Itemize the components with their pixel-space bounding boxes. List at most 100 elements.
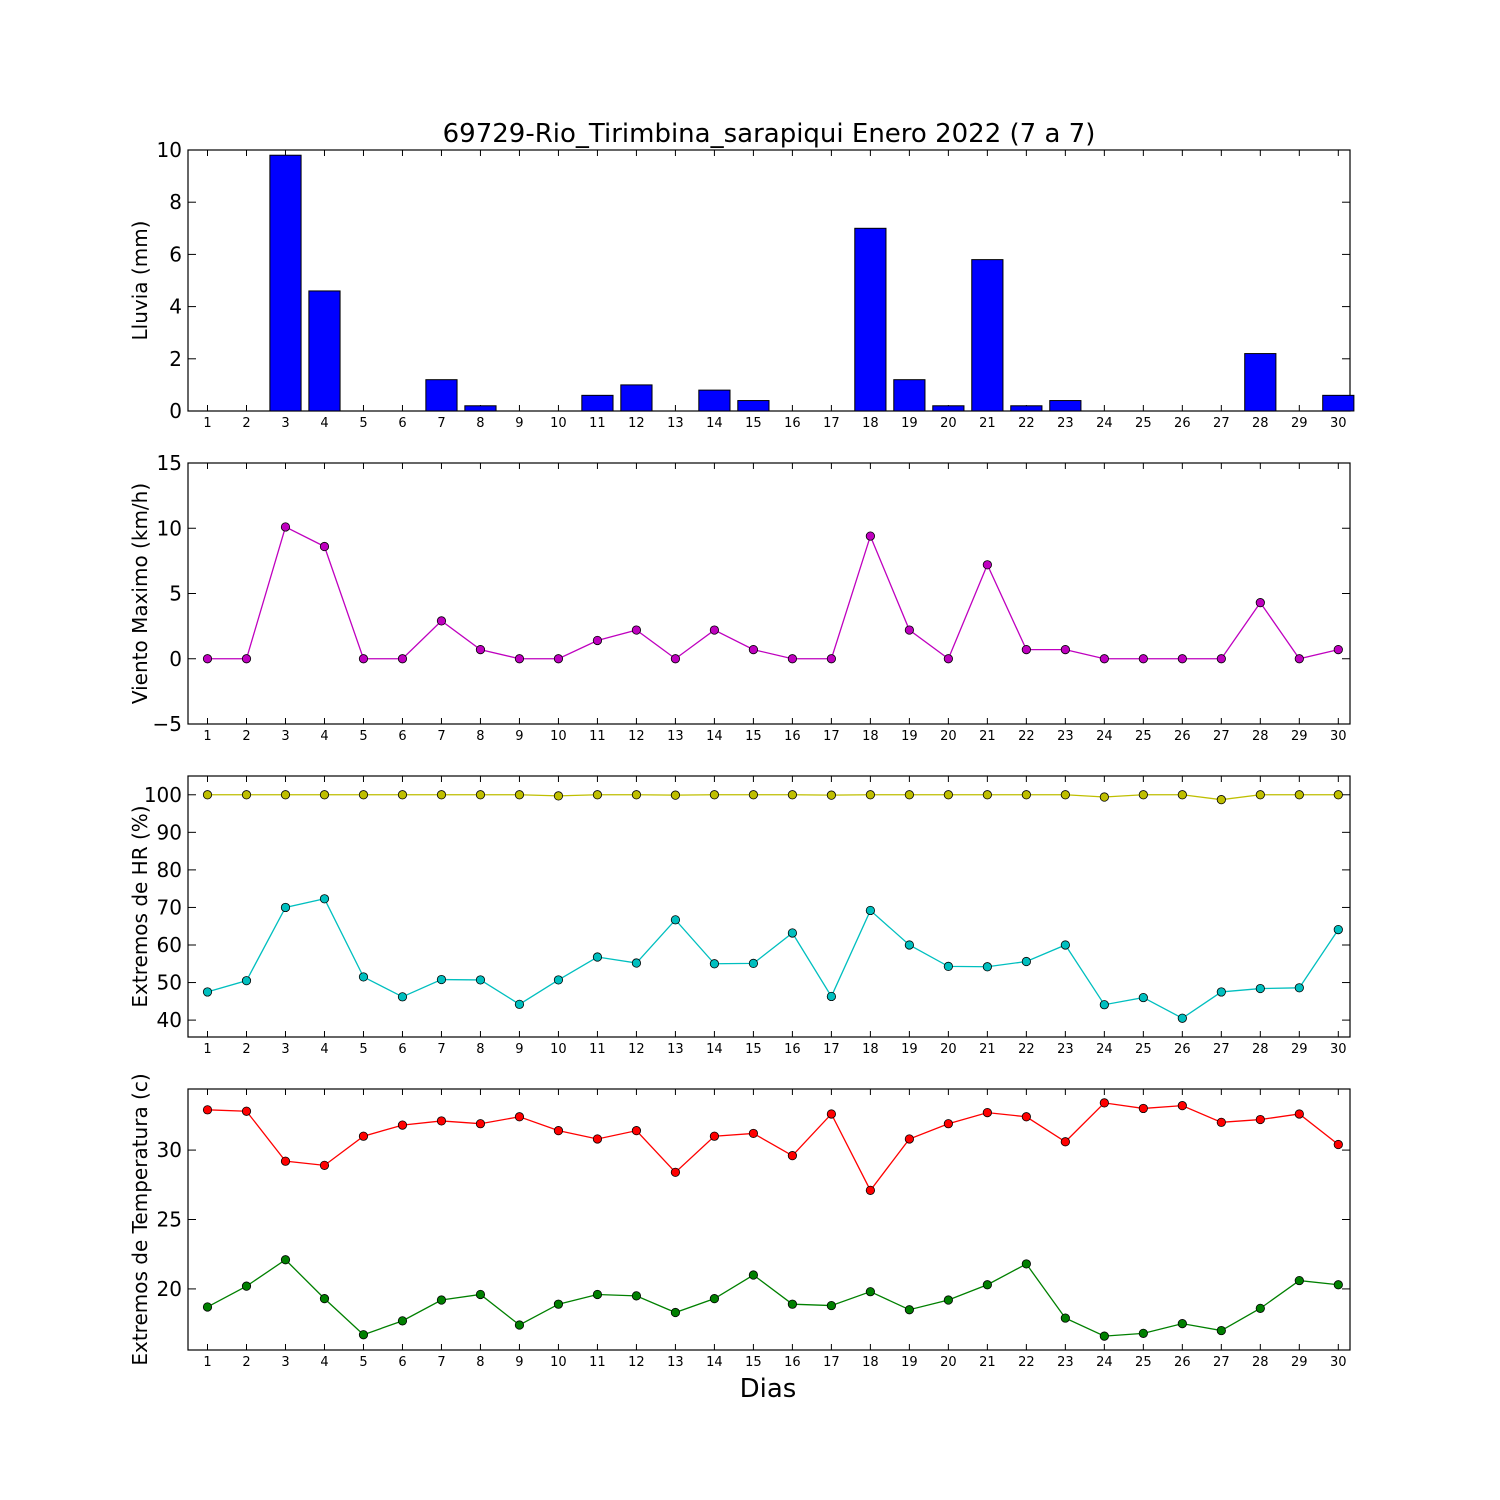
x-tick-label: 29 [1291,416,1308,431]
x-tick-label: 5 [359,416,367,431]
x-tick-label: 23 [1057,1042,1074,1057]
series-1-point-day-25 [1138,790,1148,800]
x-tick-label: 25 [1135,416,1152,431]
series-1-point-day-13 [670,790,681,800]
x-tick-label: 28 [1252,1355,1269,1370]
y-tick-label: 8 [169,190,182,214]
series-1-point-day-28 [1255,1114,1265,1125]
series-2-point-day-18 [865,905,875,916]
x-tick-label: 10 [550,416,567,431]
series-1-point-day-12 [631,790,642,800]
series-1-point-day-14 [709,790,720,800]
series-1-point-day-23 [1060,1137,1070,1147]
y-tick-label: 10 [157,138,182,162]
bar-day-11 [581,394,614,412]
x-tick-label: 20 [940,729,957,744]
x-tick-label: 24 [1096,1042,1113,1057]
x-tick-label: 1 [203,1042,211,1057]
series-2-point-day-23 [1060,1313,1070,1323]
series-2-point-day-14 [709,959,720,969]
x-tick-label: 8 [476,1042,484,1057]
series-1-point-day-29 [1294,654,1304,664]
x-tick-label: 18 [862,1042,879,1057]
y-tick-label: 50 [157,971,182,995]
series-1-point-day-22 [1021,1112,1031,1122]
series-2-point-day-8 [475,975,486,985]
series-1-point-day-1 [202,654,213,664]
x-tick-label: 2 [242,416,250,431]
series-2-point-day-9 [514,999,525,1009]
x-tick-label: 8 [476,1355,484,1370]
x-tick-label: 24 [1096,729,1113,744]
x-tick-label: 20 [940,416,957,431]
series-1-point-day-12 [631,625,642,635]
x-tick-label: 9 [515,729,523,744]
x-tick-label: 22 [1018,416,1035,431]
series-1-point-day-11 [592,790,603,800]
x-tick-label: 2 [242,1355,250,1370]
x-tick-label: 26 [1174,416,1191,431]
series-2-point-day-25 [1138,1328,1148,1338]
x-tick-label: 5 [359,1042,367,1057]
series-2-point-day-29 [1294,1275,1304,1286]
series-2-point-day-28 [1255,1303,1265,1313]
series-1-point-day-11 [592,635,603,646]
series-1-point-day-5 [358,790,369,800]
series-1-point-day-24 [1099,792,1109,802]
series-1-point-day-6 [397,790,408,800]
series-2-point-day-15 [748,958,759,968]
x-tick-label: 5 [359,1355,367,1370]
x-tick-label: 17 [823,416,840,431]
x-tick-label: 11 [589,1042,606,1057]
y-tick-label: 10 [157,516,182,540]
x-tick-label: 8 [476,416,484,431]
x-tick-label: 3 [281,416,289,431]
x-tick-label: 14 [706,1355,723,1370]
series-2-point-day-1 [202,1302,213,1312]
x-tick-label: 20 [940,1355,957,1370]
x-tick-label: 13 [667,1355,684,1370]
y-tick-label: 0 [169,399,182,423]
series-2-point-day-10 [553,1299,564,1309]
series-1-point-day-4 [319,790,330,800]
y-tick-label: 0 [169,647,182,671]
series-1-line [207,1102,1339,1192]
series-1-point-day-24 [1099,654,1109,664]
x-tick-label: 10 [550,1042,567,1057]
x-tick-label: 9 [515,1042,523,1057]
series-2-point-day-5 [358,972,369,982]
series-1-point-day-28 [1255,790,1265,800]
series-1-point-day-26 [1177,654,1187,664]
x-tick-label: 25 [1135,1042,1152,1057]
bar-day-21 [971,259,1004,412]
series-2-point-day-13 [670,915,681,925]
x-tick-label: 4 [320,1355,328,1370]
x-tick-label: 9 [515,1355,523,1370]
series-1-point-day-22 [1021,645,1031,655]
series-1-point-day-30 [1333,790,1343,800]
bar-day-28 [1244,353,1277,412]
x-tick-label: 15 [745,1042,762,1057]
x-tick-label: 21 [979,729,996,744]
series-1-point-day-24 [1099,1098,1109,1108]
bar-day-4 [308,290,341,412]
series-2-point-day-22 [1021,956,1031,967]
series-1-point-day-3 [280,1156,291,1166]
bar-day-19 [893,379,926,412]
series-1-point-day-14 [709,625,720,635]
series-2-point-day-11 [592,952,603,962]
y-tick-label: 90 [157,820,182,844]
series-1-point-day-29 [1294,790,1304,800]
series-1-point-day-5 [358,654,369,664]
series-1-point-day-8 [475,790,486,800]
x-tick-label: 15 [745,416,762,431]
y-tick-label: 30 [157,1138,182,1162]
series-1-point-day-6 [397,1120,408,1130]
series-2-point-day-19 [904,1305,914,1315]
x-tick-label: 22 [1018,1355,1035,1370]
series-2-point-day-19 [904,940,914,950]
x-tick-label: 10 [550,1355,567,1370]
